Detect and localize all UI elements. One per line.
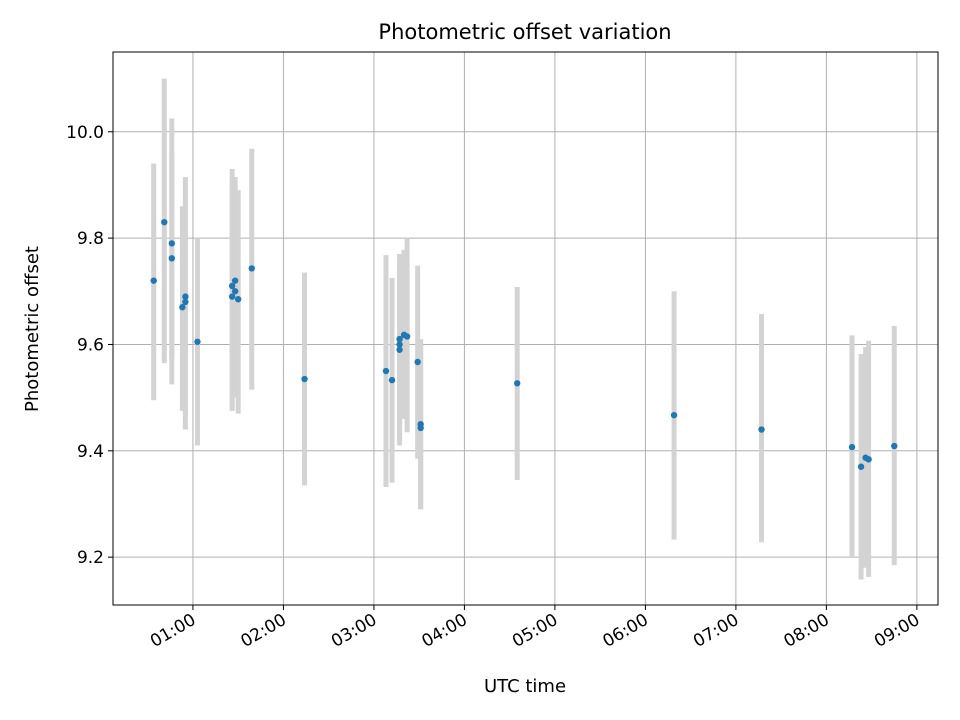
data-point: [514, 380, 521, 387]
plot-frame: [112, 51, 939, 606]
data-point: [231, 288, 239, 295]
data-point: [403, 333, 411, 340]
data-point: [396, 335, 403, 343]
data-point: [228, 293, 236, 300]
data-point: [396, 341, 403, 348]
data-point: [857, 463, 865, 470]
y-tick-label: 9.8: [77, 229, 104, 249]
y-axis-label: Photometric offset: [22, 246, 43, 412]
y-tick-label: 10.0: [66, 123, 104, 143]
data-point: [231, 277, 239, 284]
data-point: [150, 277, 157, 284]
data-point: [414, 358, 421, 366]
data-point: [168, 240, 176, 247]
data-point: [848, 443, 856, 451]
y-tick-label: 9.6: [77, 335, 104, 355]
data-point: [301, 375, 308, 383]
data-point: [248, 265, 255, 272]
data-point: [417, 424, 424, 432]
data-point: [758, 426, 765, 433]
data-point: [388, 376, 396, 384]
y-tick-label: 9.2: [77, 548, 104, 568]
data-point: [891, 442, 898, 450]
chart-title: Photometric offset variation: [378, 20, 671, 44]
x-axis-label: UTC time: [484, 676, 566, 697]
y-tick-label: 9.4: [77, 442, 104, 462]
data-point: [228, 282, 236, 290]
data-point: [865, 456, 872, 463]
data-point: [234, 296, 242, 303]
data-point: [179, 304, 186, 311]
data-point: [182, 298, 189, 306]
data-point: [194, 338, 201, 345]
data-points: [150, 218, 898, 470]
data-point: [382, 367, 390, 375]
data-point: [168, 255, 176, 262]
data-point: [670, 411, 678, 419]
data-point: [161, 218, 168, 226]
data-point: [396, 346, 403, 353]
data-point: [182, 293, 189, 300]
